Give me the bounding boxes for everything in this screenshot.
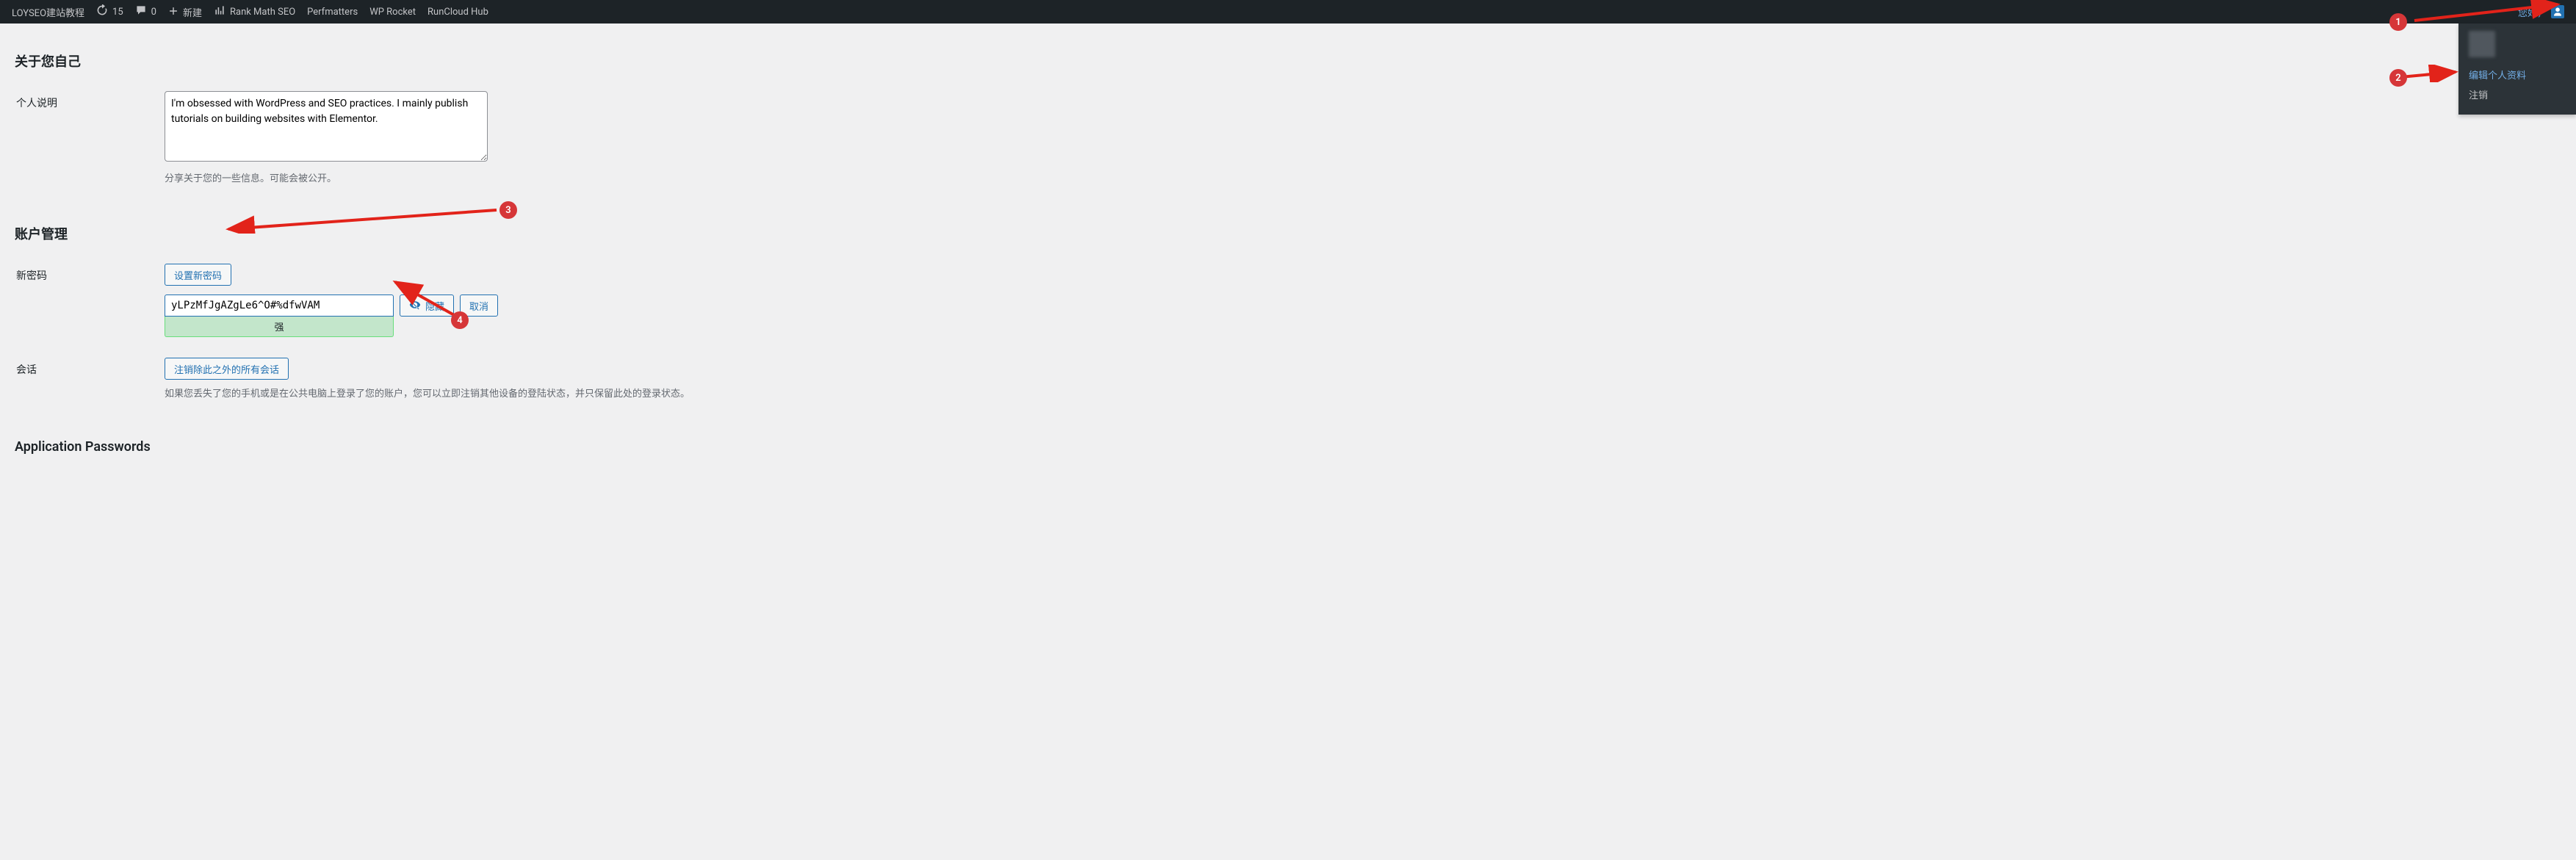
annotation-badge-1: 1 bbox=[2389, 13, 2407, 31]
password-input-wrap: 强 bbox=[165, 295, 394, 337]
logout-link[interactable]: 注销 bbox=[2469, 84, 2566, 104]
edit-profile-link[interactable]: 编辑个人资料 bbox=[2469, 65, 2566, 84]
account-heading: 账户管理 bbox=[15, 224, 2561, 243]
refresh-icon bbox=[96, 4, 108, 19]
annotation-badge-4: 4 bbox=[451, 311, 469, 329]
plus-icon bbox=[168, 5, 178, 19]
comment-icon bbox=[135, 4, 147, 19]
perfmatters-item[interactable]: Perfmatters bbox=[301, 0, 364, 24]
wprocket-label: WP Rocket bbox=[369, 7, 416, 18]
adminbar-left: LOYSEO建站教程 15 0 新建 bbox=[6, 0, 494, 24]
annotation-badge-3: 3 bbox=[499, 201, 517, 219]
profile-page-content: 关于您自己 个人说明 分享关于您的一些信息。可能会被公开。 账户管理 新密码 设… bbox=[0, 24, 2576, 496]
dropdown-avatar bbox=[2469, 31, 2495, 57]
sessions-label: 会话 bbox=[16, 350, 163, 411]
set-new-password-button[interactable]: 设置新密码 bbox=[165, 264, 231, 286]
greeting-text: 您好， bbox=[2518, 5, 2547, 19]
bio-description: 分享关于您的一些信息。可能会被公开。 bbox=[165, 170, 2560, 184]
perfmatters-label: Perfmatters bbox=[307, 7, 358, 18]
runcloud-item[interactable]: RunCloud Hub bbox=[422, 0, 494, 24]
about-table: 个人说明 分享关于您的一些信息。可能会被公开。 bbox=[15, 82, 2561, 198]
about-heading: 关于您自己 bbox=[15, 51, 2561, 71]
adminbar-right: 您好， bbox=[2512, 5, 2570, 19]
hide-password-button[interactable]: 隐藏 bbox=[400, 295, 454, 317]
hide-label: 隐藏 bbox=[425, 299, 444, 313]
eye-slash-icon bbox=[409, 299, 421, 313]
rankmath-label: Rank Math SEO bbox=[230, 7, 295, 18]
admin-toolbar: LOYSEO建站教程 15 0 新建 bbox=[0, 0, 2576, 24]
site-title: LOYSEO建站教程 bbox=[12, 5, 84, 19]
comments-item[interactable]: 0 bbox=[129, 0, 162, 24]
user-greeting[interactable]: 您好， bbox=[2512, 5, 2570, 19]
chart-icon bbox=[214, 4, 226, 19]
password-row: 强 隐藏 取消 bbox=[165, 295, 2560, 337]
logout-sessions-button[interactable]: 注销除此之外的所有会话 bbox=[165, 358, 289, 380]
app-passwords-heading: Application Passwords bbox=[15, 439, 2561, 455]
updates-count: 15 bbox=[112, 7, 123, 18]
password-input[interactable] bbox=[165, 295, 394, 317]
runcloud-label: RunCloud Hub bbox=[427, 7, 488, 18]
wprocket-item[interactable]: WP Rocket bbox=[364, 0, 422, 24]
account-table: 新密码 设置新密码 强 隐藏 取 bbox=[15, 255, 2561, 413]
annotation-badge-2: 2 bbox=[2389, 69, 2407, 87]
avatar-icon bbox=[2551, 5, 2564, 18]
new-content-item[interactable]: 新建 bbox=[162, 0, 208, 24]
password-strength-meter: 强 bbox=[165, 317, 394, 337]
site-name-item[interactable]: LOYSEO建站教程 bbox=[6, 0, 90, 24]
new-password-label: 新密码 bbox=[16, 256, 163, 349]
rankmath-item[interactable]: Rank Math SEO bbox=[208, 0, 301, 24]
comments-count: 0 bbox=[151, 7, 156, 18]
sessions-description: 如果您丢失了您的手机或是在公共电脑上登录了您的账户，您可以立即注销其他设备的登陆… bbox=[165, 386, 2560, 400]
bio-label: 个人说明 bbox=[16, 84, 163, 196]
user-dropdown-menu: 编辑个人资料 注销 bbox=[2458, 24, 2576, 115]
updates-item[interactable]: 15 bbox=[90, 0, 129, 24]
bio-textarea[interactable] bbox=[165, 91, 488, 162]
new-label: 新建 bbox=[183, 5, 202, 19]
